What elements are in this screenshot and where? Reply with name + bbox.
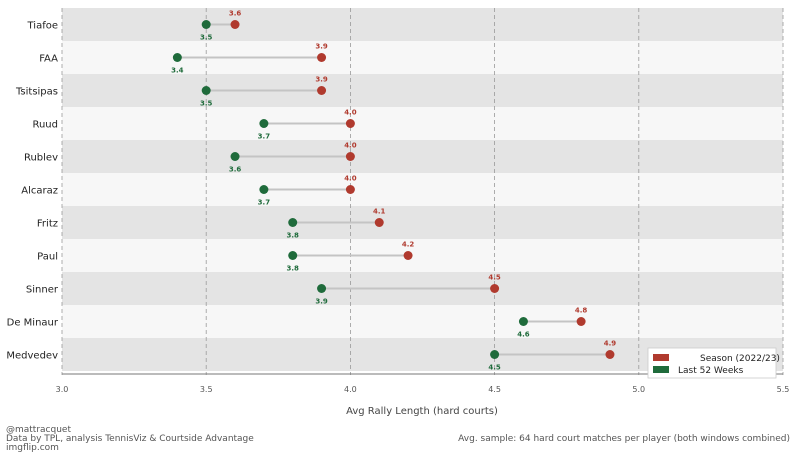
player-labels: Tiafoe FAA Tsitsipas Ruud Rublev Alcaraz Fritz… bbox=[6, 21, 59, 362]
last52-point bbox=[201, 86, 211, 95]
season-point bbox=[374, 218, 384, 227]
last52-point bbox=[518, 317, 528, 326]
season-value-label: 4.0 bbox=[344, 142, 357, 150]
player-label: FAA bbox=[39, 54, 58, 65]
player-label: De Minaur bbox=[7, 318, 59, 329]
data-points bbox=[172, 20, 615, 359]
season-point bbox=[317, 53, 327, 62]
row-band bbox=[62, 41, 783, 74]
connector-lines bbox=[177, 23, 610, 356]
legend-box bbox=[647, 347, 777, 379]
season-point bbox=[345, 152, 355, 161]
last52-point bbox=[172, 53, 182, 62]
season-point bbox=[317, 86, 327, 95]
data-labels: 3.6 3.5 3.9 3.4 3.9 3.5 4.0 3.7 4.0 3.6 4.0 3.7 4.1 3… bbox=[171, 10, 616, 372]
last52-value-label: 3.5 bbox=[200, 34, 213, 42]
season-point bbox=[345, 185, 355, 194]
season-point bbox=[605, 350, 615, 359]
last52-value-label: 4.6 bbox=[517, 331, 530, 339]
row-band bbox=[62, 239, 783, 272]
player-label: Tiafoe bbox=[27, 21, 59, 32]
last52-point bbox=[490, 350, 500, 359]
player-label: Sinner bbox=[26, 285, 59, 296]
player-label: Rublev bbox=[24, 153, 58, 164]
last52-point bbox=[288, 251, 298, 260]
season-value-label: 4.1 bbox=[373, 208, 386, 216]
legend-season-label: Season (2022/23) bbox=[700, 354, 780, 364]
player-label: Fritz bbox=[37, 219, 58, 230]
season-point bbox=[490, 284, 500, 293]
row-band bbox=[62, 305, 783, 338]
last52-point bbox=[201, 20, 211, 29]
row-band bbox=[62, 107, 783, 140]
x-tick-label: 4.5 bbox=[488, 385, 501, 394]
season-value-label: 3.9 bbox=[315, 76, 328, 84]
season-value-label: 4.9 bbox=[604, 340, 617, 348]
last52-value-label: 3.4 bbox=[171, 67, 184, 75]
x-tick-labels: 3.0 3.5 4.0 4.5 5.0 5.5 bbox=[56, 385, 790, 394]
season-value-label: 4.5 bbox=[488, 274, 501, 282]
row-band bbox=[62, 206, 783, 239]
row-bands bbox=[62, 8, 783, 371]
legend: Season (2022/23) Last 52 Weeks bbox=[647, 347, 780, 379]
row-band bbox=[62, 74, 783, 107]
watermark-site: imgflip.com bbox=[6, 443, 59, 453]
season-point bbox=[230, 20, 240, 29]
last52-value-label: 4.5 bbox=[488, 364, 501, 372]
x-tick-label: 3.5 bbox=[200, 385, 213, 394]
player-label: Tsitsipas bbox=[15, 87, 58, 98]
last52-point bbox=[259, 119, 269, 128]
last52-value-label: 3.7 bbox=[258, 133, 271, 141]
last52-value-label: 3.5 bbox=[200, 100, 213, 108]
season-value-label: 4.8 bbox=[575, 307, 588, 315]
row-band bbox=[62, 140, 783, 173]
row-band bbox=[62, 8, 783, 41]
last52-point bbox=[317, 284, 327, 293]
last52-value-label: 3.7 bbox=[258, 199, 271, 207]
last52-value-label: 3.8 bbox=[287, 232, 300, 240]
credit-block: @mattracquet Data by TPL, analysis Tenni… bbox=[6, 426, 254, 453]
season-value-label: 4.0 bbox=[344, 109, 357, 117]
last52-point bbox=[259, 185, 269, 194]
season-point bbox=[403, 251, 413, 260]
season-value-label: 4.0 bbox=[344, 175, 357, 183]
player-label: Paul bbox=[37, 252, 58, 263]
credit-handle: @mattracquet bbox=[6, 425, 71, 435]
data-source: Data by TPL, analysis TennisViz & Courts… bbox=[6, 434, 254, 444]
x-tick-label: 5.0 bbox=[632, 385, 645, 394]
season-value-label: 4.2 bbox=[402, 241, 415, 249]
last52-point bbox=[288, 218, 298, 227]
player-label: Medvedev bbox=[6, 351, 58, 362]
legend-last52-label: Last 52 Weeks bbox=[678, 366, 744, 376]
x-tick-label: 5.5 bbox=[777, 385, 790, 394]
last52-point bbox=[230, 152, 240, 161]
season-point bbox=[345, 119, 355, 128]
season-point bbox=[576, 317, 586, 326]
last52-value-label: 3.8 bbox=[287, 265, 300, 273]
x-axis-label: Avg Rally Length (hard courts) bbox=[346, 406, 498, 417]
sample-note: Avg. sample: 64 hard court matches per p… bbox=[458, 434, 790, 444]
player-label: Alcaraz bbox=[21, 186, 58, 197]
last52-value-label: 3.6 bbox=[229, 166, 242, 174]
season-value-label: 3.6 bbox=[229, 10, 242, 18]
legend-season-swatch bbox=[653, 354, 669, 361]
last52-value-label: 3.9 bbox=[315, 298, 328, 306]
season-value-label: 3.9 bbox=[315, 43, 328, 51]
legend-last52-swatch bbox=[653, 366, 669, 373]
x-tick-label: 4.0 bbox=[344, 385, 357, 394]
row-band bbox=[62, 173, 783, 206]
player-label: Ruud bbox=[32, 120, 58, 131]
x-tick-label: 3.0 bbox=[56, 385, 69, 394]
